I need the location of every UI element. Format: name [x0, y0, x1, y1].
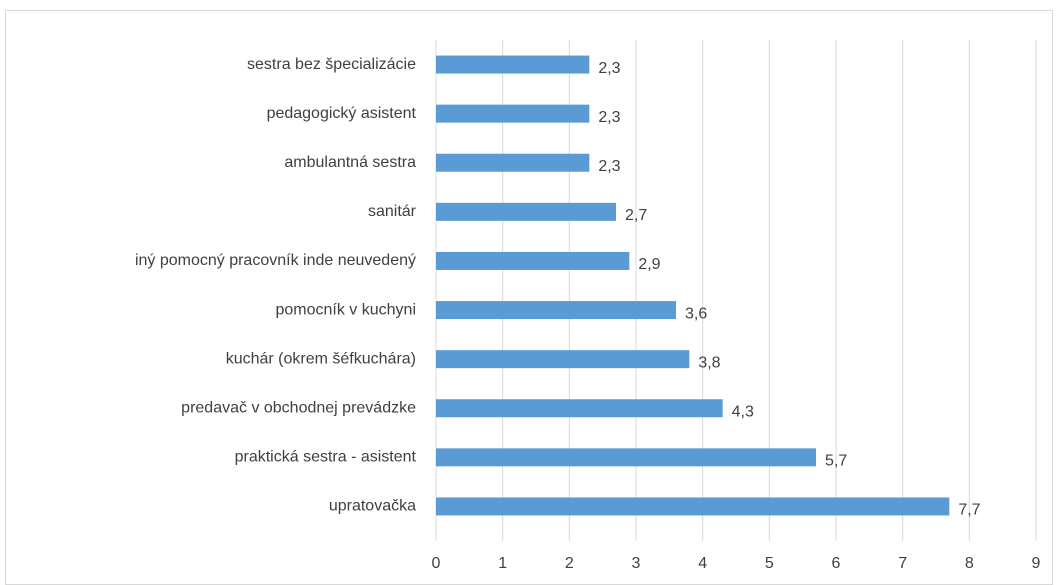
value-label: 2,3 [598, 109, 620, 126]
value-label: 2,9 [638, 256, 660, 273]
y-tick-label: pedagogický asistent [267, 105, 417, 122]
value-label: 2,3 [598, 60, 620, 77]
bar [436, 497, 950, 516]
x-tick-label: 4 [698, 555, 707, 572]
y-tick-label: pomocník v kuchyni [275, 301, 416, 318]
y-tick-label: iný pomocný pracovník inde neuvedený [135, 252, 416, 269]
x-tick-label: 0 [432, 555, 441, 572]
x-tick-label: 3 [632, 555, 641, 572]
value-label: 5,7 [825, 453, 847, 470]
y-tick-label: predavač v obchodnej prevádzke [181, 399, 416, 416]
y-tick-label: kuchár (okrem šéfkuchára) [226, 350, 416, 367]
bar [436, 350, 690, 369]
value-label: 2,7 [625, 207, 647, 224]
bar [436, 301, 676, 320]
x-tick-label: 8 [965, 555, 974, 572]
y-tick-label: praktická sestra - asistent [235, 449, 417, 466]
bar [436, 202, 616, 221]
y-tick-label: sestra bez špecializácie [247, 56, 416, 73]
bar [436, 399, 723, 418]
bar [436, 251, 630, 270]
x-tick-label: 5 [765, 555, 774, 572]
y-tick-label: sanitár [368, 203, 417, 220]
x-tick-label: 2 [565, 555, 574, 572]
bar [436, 104, 590, 123]
x-tick-label: 7 [898, 555, 907, 572]
bar [436, 448, 816, 467]
value-label: 3,6 [685, 305, 707, 322]
y-tick-label: upratovačka [329, 498, 416, 515]
bar [436, 55, 590, 74]
value-label: 4,3 [732, 403, 754, 420]
value-label: 7,7 [958, 502, 980, 519]
x-tick-label: 9 [1032, 555, 1041, 572]
value-label: 3,8 [698, 354, 720, 371]
bar [436, 153, 590, 172]
x-tick-label: 6 [832, 555, 841, 572]
x-tick-label: 1 [498, 555, 507, 572]
y-tick-label: ambulantná sestra [284, 154, 416, 171]
value-label: 2,3 [598, 158, 620, 175]
